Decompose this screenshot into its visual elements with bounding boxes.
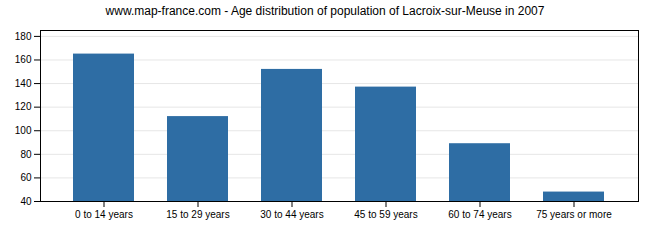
- svg-text:45 to 59 years: 45 to 59 years: [354, 209, 417, 220]
- svg-text:40: 40: [20, 196, 32, 207]
- svg-text:180: 180: [15, 31, 32, 42]
- svg-text:160: 160: [15, 54, 32, 65]
- svg-text:80: 80: [20, 149, 32, 160]
- svg-text:60 to 74 years: 60 to 74 years: [448, 209, 511, 220]
- svg-text:140: 140: [15, 78, 32, 89]
- svg-text:120: 120: [15, 101, 32, 112]
- svg-text:15 to 29 years: 15 to 29 years: [166, 209, 229, 220]
- svg-text:100: 100: [15, 125, 32, 136]
- svg-text:60: 60: [20, 172, 32, 183]
- svg-text:75 years or more: 75 years or more: [536, 209, 612, 220]
- html-text:www.map-france.com - Age distr: www.map-france.com - Age distribution of…: [105, 4, 545, 18]
- svg-text:30 to 44 years: 30 to 44 years: [260, 209, 323, 220]
- svg-text:0 to 14 years: 0 to 14 years: [75, 209, 133, 220]
